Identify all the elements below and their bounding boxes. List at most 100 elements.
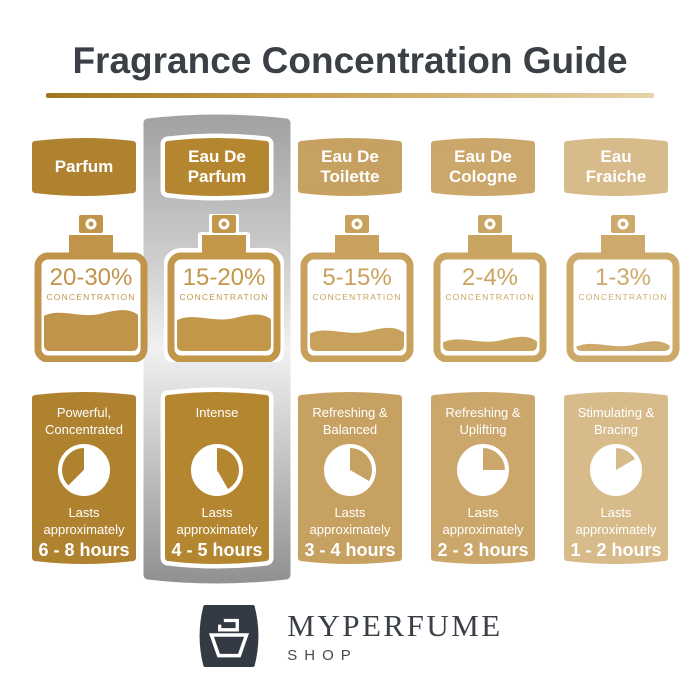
concentration-caption: CONCENTRATION bbox=[179, 292, 269, 302]
lasts-text: Lasts approximately bbox=[576, 504, 657, 538]
column-parfum: Parfum bbox=[31, 113, 148, 565]
column-header: Eau De Toilette bbox=[297, 137, 403, 197]
brand-subtitle: SHOP bbox=[287, 646, 358, 664]
concentration-block: 20-30% CONCENTRATION bbox=[31, 265, 151, 303]
column-header: Eau De Cologne bbox=[430, 137, 536, 197]
lasts-text: Lasts approximately bbox=[177, 504, 258, 538]
duration-dial-icon bbox=[324, 444, 376, 496]
column-eau-de-toilette: Eau De Toilette bbox=[297, 113, 414, 565]
lasts-line2: approximately bbox=[309, 522, 391, 537]
header-ribbon-shape bbox=[160, 133, 274, 201]
duration-value: 6 - 8 hours bbox=[38, 540, 130, 560]
header-ribbon-shape bbox=[298, 138, 402, 196]
concentration-block: 2-4% CONCENTRATION bbox=[430, 264, 550, 303]
character-line1: Intense bbox=[195, 405, 239, 420]
character-text: Intense bbox=[196, 404, 239, 438]
character-text: Powerful, Concentrated bbox=[45, 404, 123, 438]
header-label-line1: Parfum bbox=[54, 157, 114, 176]
header-label-line1: Eau De bbox=[321, 147, 379, 166]
bottle-block: 15-20% CONCENTRATION bbox=[163, 212, 285, 367]
header-label: Eau De Toilette bbox=[297, 137, 403, 197]
lasts-line1: Lasts bbox=[68, 505, 100, 520]
header-label: Parfum bbox=[31, 137, 137, 197]
duration-card: Powerful, Concentrated Lasts approximate… bbox=[31, 391, 137, 565]
header-label-line1: Eau bbox=[600, 147, 632, 166]
fragrance-columns: Parfum bbox=[0, 113, 700, 569]
concentration-caption: CONCENTRATION bbox=[46, 292, 136, 302]
column-header: Parfum bbox=[31, 137, 137, 197]
lasts-text: Lasts approximately bbox=[310, 504, 391, 538]
header-label: Eau De Parfum bbox=[164, 137, 270, 197]
duration-dial-icon bbox=[590, 444, 642, 496]
column-eau-de-parfum: Eau De Parfum bbox=[160, 113, 285, 569]
character-text: Refreshing & Uplifting bbox=[445, 404, 520, 438]
duration-card: Stimulating & Bracing Lasts approximatel… bbox=[563, 391, 669, 565]
character-line2: Balanced bbox=[322, 422, 378, 437]
header-label-line2: Cologne bbox=[449, 167, 517, 186]
column-eau-de-cologne: Eau De Cologne bbox=[430, 113, 547, 565]
perfume-bottle-icon bbox=[300, 215, 414, 363]
duration-value: 1 - 2 hours bbox=[570, 540, 662, 560]
title-underline-rule bbox=[46, 93, 654, 98]
page-title: Fragrance Concentration Guide bbox=[72, 40, 628, 81]
perfume-bottle-icon bbox=[34, 215, 148, 363]
concentration-block: 5-15% CONCENTRATION bbox=[297, 264, 417, 303]
lasts-line2: approximately bbox=[442, 522, 524, 537]
duration-value: 4 - 5 hours bbox=[171, 540, 263, 560]
lasts-text: Lasts approximately bbox=[44, 504, 125, 538]
bottle-block: 20-30% CONCENTRATION bbox=[31, 214, 151, 363]
concentration-block: 1-3% CONCENTRATION bbox=[563, 264, 683, 303]
character-line2: Concentrated bbox=[44, 422, 124, 437]
lasts-text: Lasts approximately bbox=[443, 504, 524, 538]
lasts-line1: Lasts bbox=[201, 505, 233, 520]
concentration-value: 2-4% bbox=[461, 264, 519, 291]
column-header: Eau De Parfum bbox=[160, 133, 274, 201]
lasts-line2: approximately bbox=[176, 522, 258, 537]
lasts-line2: approximately bbox=[575, 522, 657, 537]
bottle-block: 5-15% CONCENTRATION bbox=[297, 214, 417, 363]
column-eau-fraiche: Eau Fraiche bbox=[563, 113, 680, 565]
header-label: Eau De Cologne bbox=[430, 137, 536, 197]
brand-footer: MYPERFUME SHOP bbox=[0, 604, 700, 668]
lasts-line1: Lasts bbox=[334, 505, 366, 520]
perfume-bottle-icon bbox=[163, 212, 285, 367]
brand-name: MYPERFUME bbox=[287, 607, 503, 643]
character-text: Stimulating & Bracing bbox=[578, 404, 655, 438]
duration-value: 2 - 3 hours bbox=[437, 540, 529, 560]
duration-value: 3 - 4 hours bbox=[304, 540, 396, 560]
concentration-caption: CONCENTRATION bbox=[578, 292, 668, 302]
duration-dial-icon bbox=[191, 444, 243, 496]
character-line2: Bracing bbox=[593, 422, 639, 437]
duration-card: Refreshing & Balanced Lasts approximatel… bbox=[297, 391, 403, 565]
concentration-caption: CONCENTRATION bbox=[445, 292, 535, 302]
brand-text-block: MYPERFUME SHOP bbox=[287, 607, 503, 664]
character-line1: Refreshing & bbox=[445, 405, 521, 420]
duration-card: Refreshing & Uplifting Lasts approximate… bbox=[430, 391, 536, 565]
character-line1: Stimulating & bbox=[577, 405, 655, 420]
bottle-block: 1-3% CONCENTRATION bbox=[563, 214, 683, 363]
header-ribbon-shape bbox=[431, 138, 535, 196]
header-label-line2: Parfum bbox=[187, 167, 247, 186]
header-label-line1: Eau De bbox=[188, 147, 246, 166]
concentration-value: 1-3% bbox=[594, 264, 652, 291]
character-line1: Powerful, bbox=[56, 405, 112, 420]
concentration-value: 5-15% bbox=[322, 264, 392, 291]
duration-dial-icon bbox=[58, 444, 110, 496]
duration-card: Intense Lasts approximately 4 - 5 hours bbox=[160, 387, 274, 569]
concentration-block: 15-20% CONCENTRATION bbox=[164, 264, 284, 303]
lasts-line1: Lasts bbox=[467, 505, 499, 520]
header-label-line1: Eau De bbox=[454, 147, 512, 166]
header-ribbon-shape bbox=[32, 138, 136, 196]
header-label-line2: Toilette bbox=[320, 167, 380, 186]
myperfume-logo-icon bbox=[199, 605, 259, 667]
lasts-line1: Lasts bbox=[600, 505, 632, 520]
concentration-value: 15-20% bbox=[182, 264, 266, 291]
character-text: Refreshing & Balanced bbox=[312, 404, 387, 438]
character-line2: Uplifting bbox=[459, 422, 507, 437]
column-header: Eau Fraiche bbox=[563, 137, 669, 197]
bottle-block: 2-4% CONCENTRATION bbox=[430, 214, 550, 363]
perfume-bottle-icon bbox=[566, 215, 680, 363]
character-line1: Refreshing & bbox=[312, 405, 388, 420]
header-ribbon-shape bbox=[564, 138, 668, 196]
